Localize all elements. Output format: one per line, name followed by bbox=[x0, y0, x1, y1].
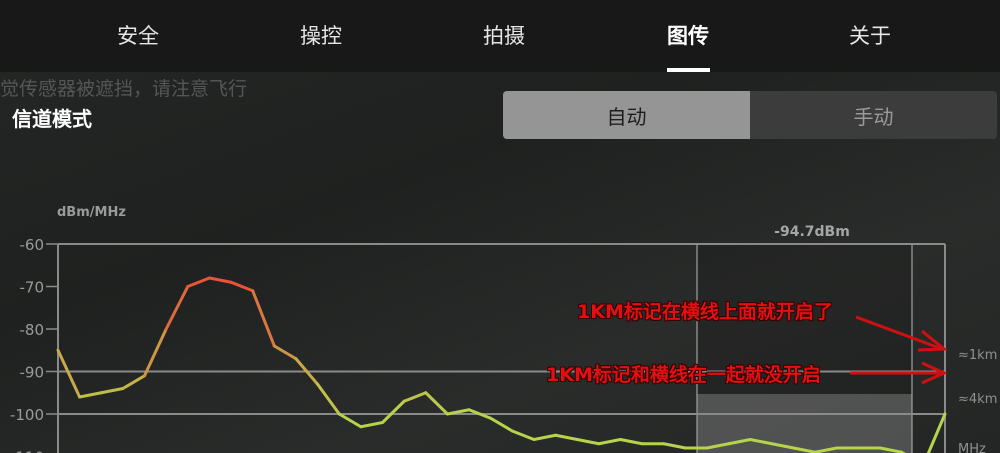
mode-manual-button[interactable]: 手动 bbox=[853, 104, 894, 129]
active-tab-indicator bbox=[667, 68, 710, 72]
marker-1km: ≈1km bbox=[958, 348, 997, 363]
series-segment bbox=[926, 412, 947, 453]
series-segment bbox=[727, 438, 752, 446]
series-segment bbox=[770, 442, 796, 450]
series-segment bbox=[207, 276, 233, 284]
series-segment bbox=[229, 280, 255, 293]
series-segment bbox=[78, 391, 103, 399]
y-axis-unit: dBm/MHz bbox=[57, 205, 126, 220]
series-segment bbox=[662, 442, 687, 450]
y-tick-label: -110 bbox=[10, 449, 44, 453]
series-segment bbox=[143, 327, 168, 378]
mode-auto-button[interactable]: 自动 bbox=[503, 91, 750, 139]
tab-transmission[interactable]: 图传 bbox=[667, 24, 709, 48]
series-segment bbox=[359, 421, 385, 429]
series-segment bbox=[467, 408, 493, 420]
series-segment bbox=[294, 357, 320, 386]
selected-band-label: -94.7dBm bbox=[774, 224, 850, 240]
warning-text: 觉传感器被遮挡，请注意飞行 bbox=[0, 78, 248, 100]
annotation-2: 1KM标记和横线在一起就没开启 bbox=[546, 364, 821, 386]
series-segment bbox=[337, 412, 363, 429]
series-segment bbox=[186, 276, 211, 288]
tab-safety[interactable]: 安全 bbox=[117, 24, 159, 48]
series-segment bbox=[56, 348, 82, 399]
series-segment bbox=[121, 374, 147, 390]
mode-segmented-control: 自动 手动 bbox=[503, 91, 997, 139]
y-tick-label: -80 bbox=[20, 321, 45, 339]
x-axis-unit: MHz bbox=[958, 442, 986, 453]
series-segment bbox=[316, 382, 341, 416]
y-tick-label: -100 bbox=[10, 406, 44, 424]
marker-4km: ≈4km bbox=[958, 392, 997, 407]
y-tick-label: -60 bbox=[20, 236, 45, 254]
series-segment bbox=[424, 391, 449, 416]
series-segment bbox=[251, 289, 276, 348]
annotation-1: 1KM标记在横线上面就开启了 bbox=[577, 301, 833, 323]
series-segment bbox=[597, 438, 622, 446]
series-segment bbox=[618, 438, 644, 446]
series-segment bbox=[445, 408, 471, 416]
y-tick-label: -70 bbox=[20, 279, 45, 297]
series-segment bbox=[532, 433, 558, 441]
tab-control[interactable]: 操控 bbox=[300, 24, 342, 48]
tab-about[interactable]: 关于 bbox=[849, 24, 891, 48]
series-segment bbox=[554, 433, 579, 441]
series-segment bbox=[489, 416, 514, 433]
series-segment bbox=[792, 446, 817, 453]
top-tab-bar: 安全 操控 拍摄 图传 关于 bbox=[0, 0, 1000, 72]
section-title: 信道模式 bbox=[12, 107, 92, 131]
series-segment bbox=[748, 438, 774, 446]
series-segment bbox=[510, 429, 536, 441]
arrow-1-head bbox=[917, 329, 949, 352]
series-segment bbox=[402, 391, 428, 403]
series-segment bbox=[705, 442, 731, 450]
series-segment bbox=[575, 438, 601, 446]
arrow-1 bbox=[855, 315, 943, 351]
y-tick-label: -90 bbox=[20, 364, 45, 382]
series-segment bbox=[99, 387, 125, 395]
series-segment bbox=[272, 344, 298, 361]
arrow-2-head bbox=[921, 361, 948, 385]
series-segment bbox=[878, 446, 904, 453]
series-segment bbox=[381, 399, 406, 424]
series-segment bbox=[164, 285, 190, 331]
annotation-arrows bbox=[850, 315, 949, 385]
tab-camera[interactable]: 拍摄 bbox=[483, 24, 525, 48]
series-segment bbox=[813, 446, 839, 453]
